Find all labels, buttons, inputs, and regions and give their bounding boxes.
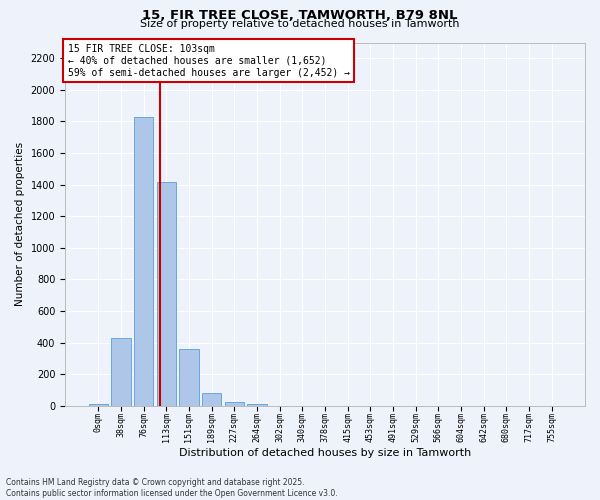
Text: Size of property relative to detached houses in Tamworth: Size of property relative to detached ho… bbox=[140, 19, 460, 29]
Bar bbox=[157, 182, 176, 406]
Y-axis label: Number of detached properties: Number of detached properties bbox=[15, 142, 25, 306]
Text: 15, FIR TREE CLOSE, TAMWORTH, B79 8NL: 15, FIR TREE CLOSE, TAMWORTH, B79 8NL bbox=[142, 9, 458, 22]
Bar bbox=[89, 404, 108, 406]
Bar bbox=[179, 349, 199, 406]
X-axis label: Distribution of detached houses by size in Tamworth: Distribution of detached houses by size … bbox=[179, 448, 471, 458]
Bar bbox=[112, 338, 131, 406]
Bar bbox=[134, 116, 153, 406]
Text: 15 FIR TREE CLOSE: 103sqm
← 40% of detached houses are smaller (1,652)
59% of se: 15 FIR TREE CLOSE: 103sqm ← 40% of detac… bbox=[68, 44, 350, 78]
Text: Contains HM Land Registry data © Crown copyright and database right 2025.
Contai: Contains HM Land Registry data © Crown c… bbox=[6, 478, 338, 498]
Bar bbox=[202, 393, 221, 406]
Bar bbox=[247, 404, 266, 406]
Bar bbox=[224, 402, 244, 406]
